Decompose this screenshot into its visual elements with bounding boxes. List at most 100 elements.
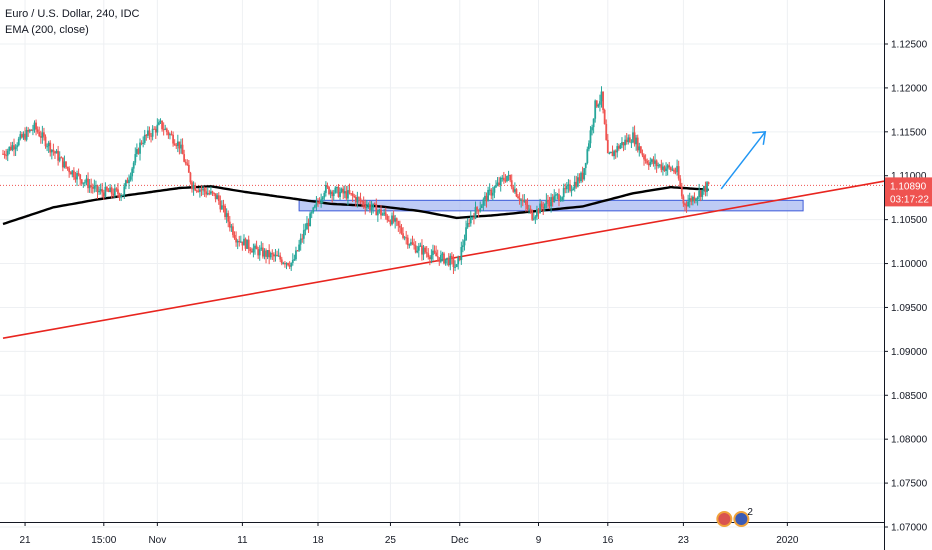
candle-body: [441, 253, 444, 255]
candle-body: [282, 262, 285, 264]
candle-body: [80, 179, 83, 184]
candle-body: [227, 213, 230, 222]
candle-body: [353, 195, 356, 197]
candle-body: [301, 238, 304, 240]
candle-body: [323, 192, 326, 198]
candle-body: [589, 130, 592, 144]
arrow-head[interactable]: [752, 130, 767, 145]
us-flag-icon: [716, 511, 733, 527]
candle-body: [260, 247, 263, 250]
candle-body: [9, 146, 12, 150]
candle-body: [291, 259, 294, 263]
candle-body: [321, 197, 324, 200]
indicator-label[interactable]: EMA (200, close): [5, 24, 89, 36]
candle-body: [277, 255, 280, 257]
time-axis[interactable]: 21 15:00 Nov 11 18 25 Dec 9 16 23 2020: [0, 522, 884, 546]
candle-body: [142, 142, 145, 144]
candle-body: [547, 200, 549, 203]
candle-body: [258, 249, 261, 256]
time-tick-label: 23: [678, 535, 690, 546]
candle-body: [408, 244, 411, 246]
candle-body: [633, 132, 636, 145]
candle-body: [41, 132, 44, 138]
candle-body: [679, 178, 682, 187]
candle-body: [376, 211, 379, 216]
candle-body: [246, 239, 249, 249]
candle-body: [627, 137, 630, 143]
candle-body: [654, 160, 656, 164]
time-tick-label: 21: [19, 535, 31, 546]
candle-body: [147, 130, 149, 136]
candle-body: [416, 250, 419, 253]
candle-body: [183, 154, 186, 162]
candle-body: [184, 161, 187, 164]
candle-body: [307, 222, 310, 227]
candle-body: [575, 181, 578, 187]
price-tick-label: 1.12000: [891, 83, 928, 94]
candle-body: [337, 186, 340, 197]
candle-body: [427, 253, 430, 258]
last-price-label: 1.10890: [890, 181, 927, 192]
candle-body: [594, 100, 597, 119]
candle-body: [197, 190, 200, 192]
candle-body: [621, 142, 623, 146]
candle-body: [6, 150, 9, 156]
candle-body: [131, 168, 134, 177]
symbol-title[interactable]: Euro / U.S. Dollar, 240, IDC: [5, 8, 140, 20]
candle-body: [348, 190, 351, 194]
candle-body: [88, 185, 91, 189]
price-axis[interactable]: 1.07000 1.07500 1.08000 1.08500 1.09000 1.095…: [884, 0, 932, 550]
candle-body: [189, 172, 192, 183]
candle-body: [104, 186, 107, 197]
candle-body: [391, 215, 393, 225]
candle-body: [140, 142, 143, 144]
last-price-tag-bg: [885, 177, 932, 207]
candle-body: [510, 180, 513, 188]
candle-body: [651, 159, 653, 162]
candle-body: [646, 160, 649, 164]
candle-body: [112, 193, 115, 196]
candle-body: [468, 223, 471, 225]
arrow-shaft[interactable]: [720, 131, 766, 190]
candle-body: [129, 176, 132, 180]
candle-body: [261, 247, 264, 257]
candle-body: [444, 259, 447, 264]
candle-body: [318, 202, 321, 204]
candle-body: [102, 192, 105, 197]
candle-body: [454, 266, 456, 268]
candle-body: [172, 134, 174, 144]
candle-body: [639, 146, 642, 154]
candle-body: [695, 199, 697, 202]
candle-body: [317, 201, 319, 203]
candle-body: [101, 189, 104, 193]
candle-body: [35, 122, 37, 130]
candle-body: [482, 199, 485, 206]
candle-body: [117, 189, 119, 194]
candle-body: [11, 145, 14, 150]
candle-body: [406, 237, 409, 246]
candle-body: [28, 129, 31, 132]
candle-body: [680, 186, 683, 197]
events-badge[interactable]: 2: [716, 507, 753, 527]
candle-body: [684, 203, 686, 206]
support-zone[interactable]: [0, 184, 884, 212]
candle-body: [643, 155, 645, 160]
candle-body: [674, 171, 677, 173]
candle-body: [293, 259, 296, 261]
candle-body: [165, 128, 168, 132]
candle-body: [295, 250, 297, 260]
candle-body: [224, 205, 226, 218]
candle-body: [597, 104, 600, 107]
candle-body: [109, 187, 111, 193]
candle-body: [66, 167, 69, 169]
candle-body: [628, 137, 631, 143]
candle-body: [219, 201, 222, 210]
candle-body: [387, 220, 390, 222]
candle-body: [397, 221, 400, 226]
candle-body: [180, 144, 182, 149]
candle-body: [509, 175, 512, 181]
candle-body: [471, 216, 474, 218]
projection-arrow[interactable]: [720, 130, 767, 190]
candle-body: [419, 245, 422, 247]
